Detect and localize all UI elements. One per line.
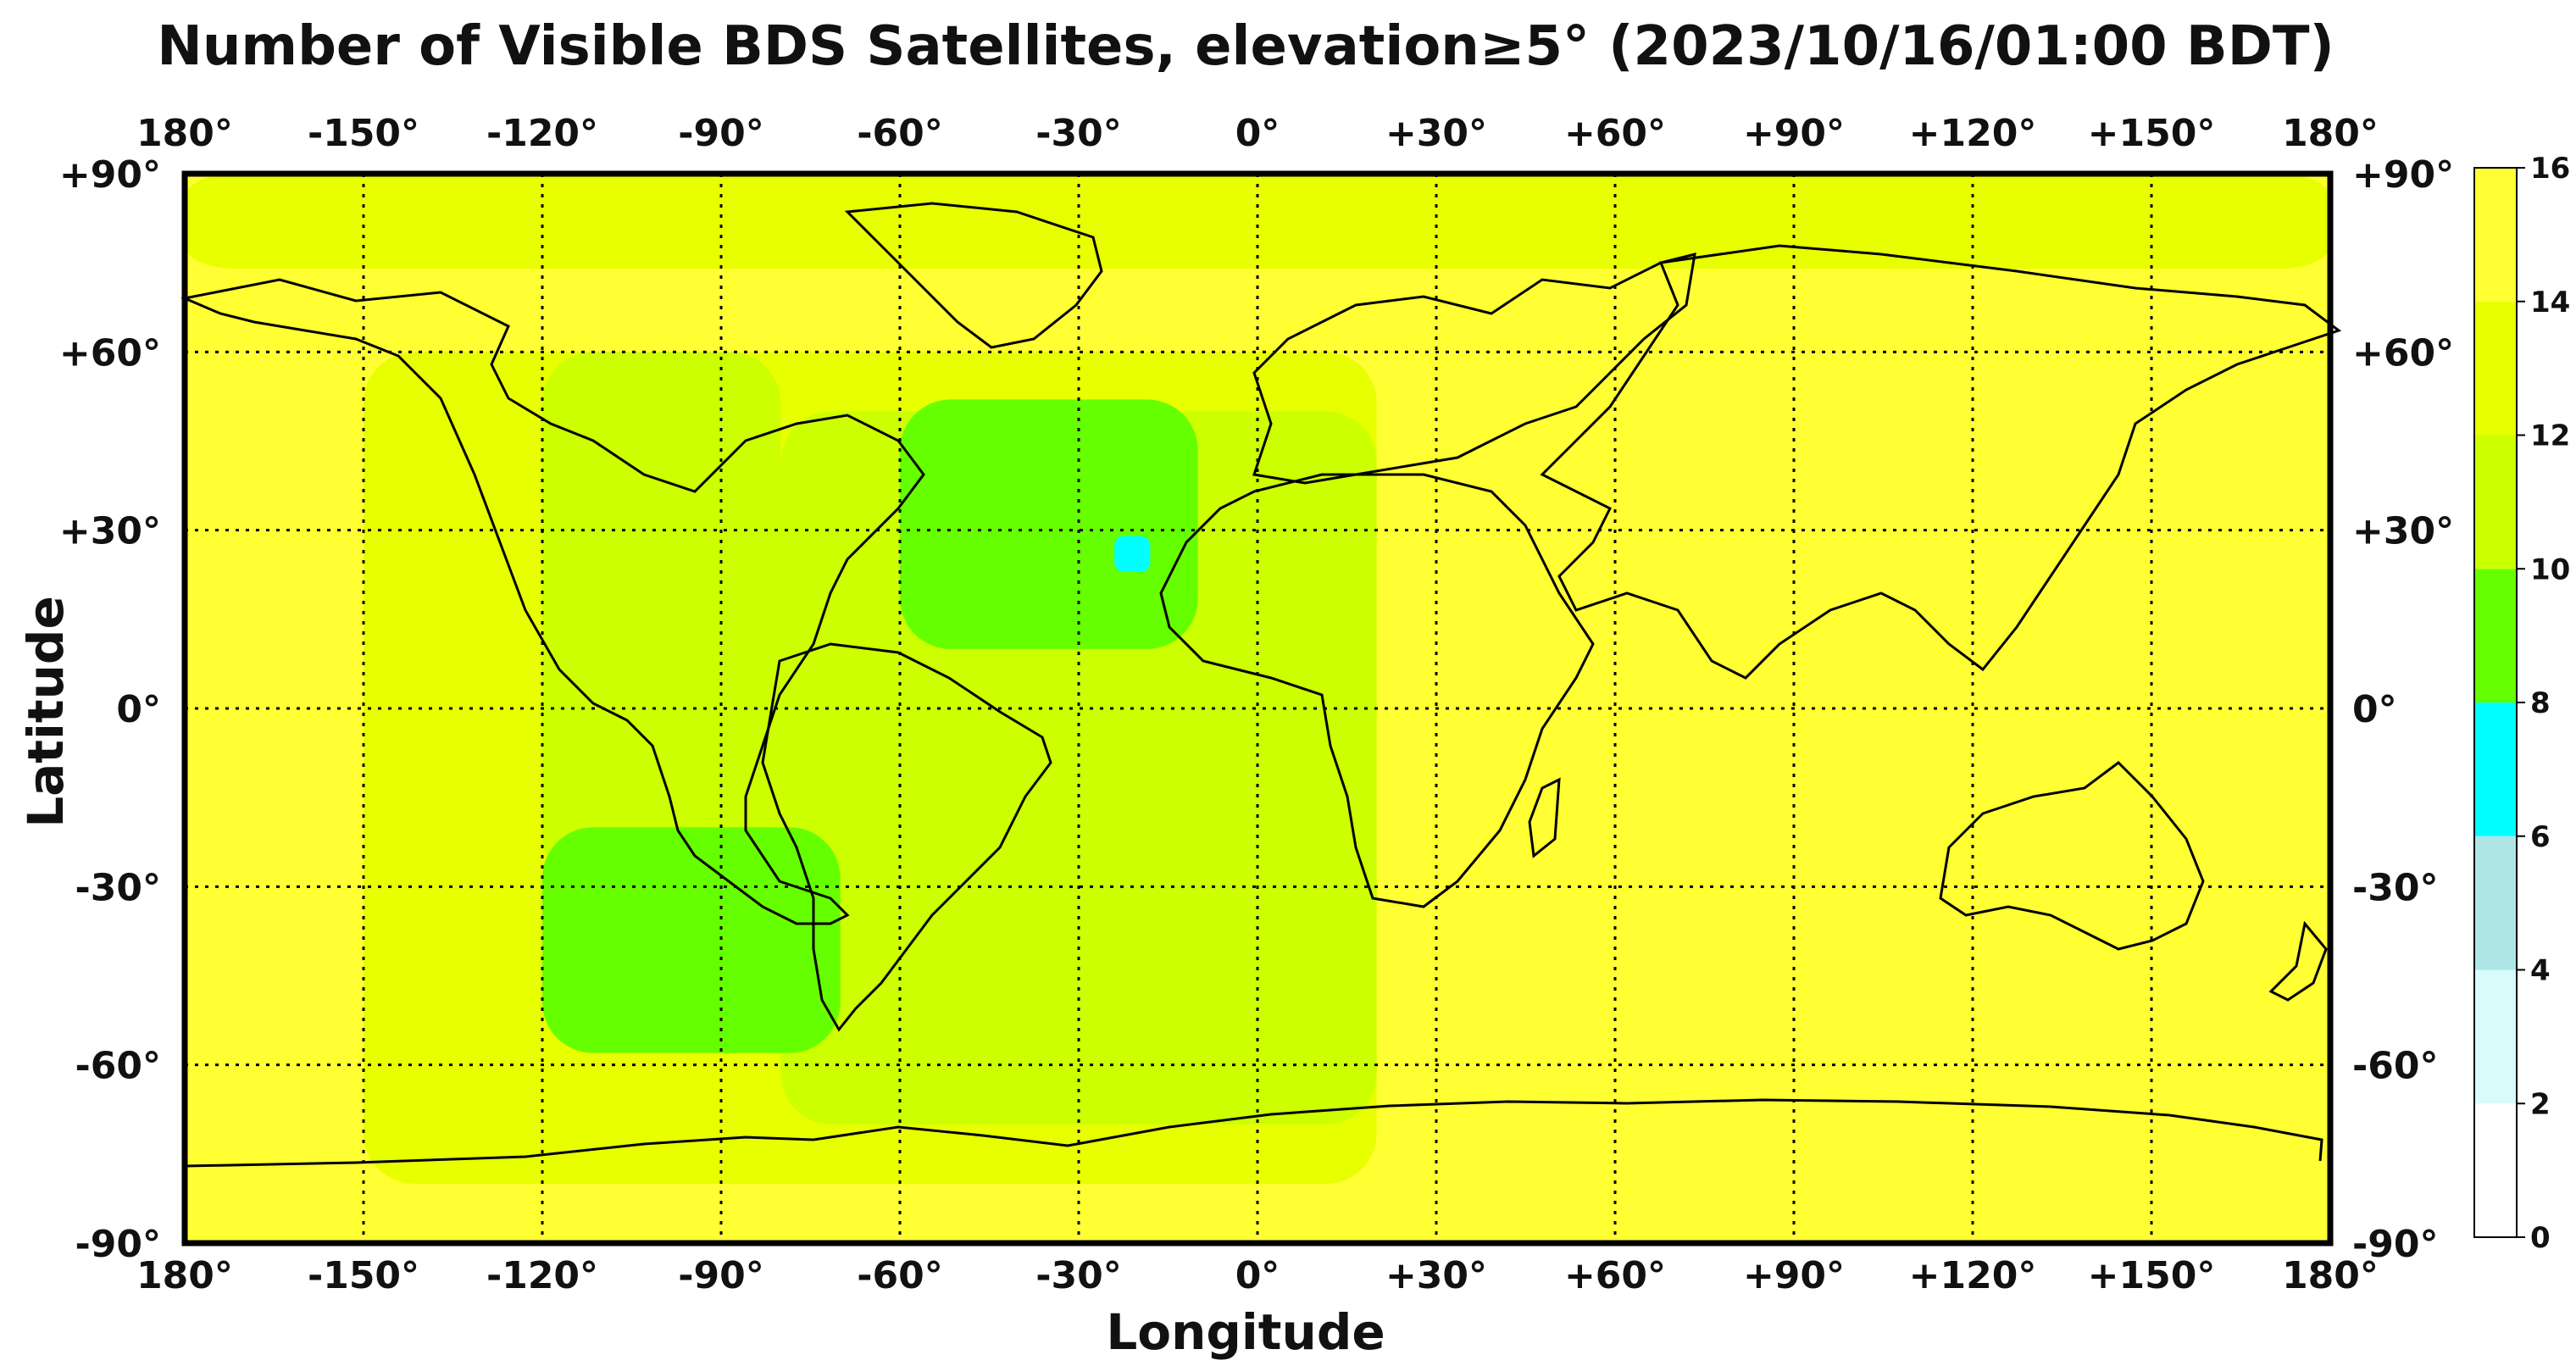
lon-tick-label-top: +60° bbox=[1564, 112, 1666, 155]
lat-tick-label-right: -90° bbox=[2352, 1223, 2439, 1266]
colorbar-segment bbox=[2474, 168, 2517, 302]
lon-tick-label-bottom: 0° bbox=[1235, 1254, 1280, 1297]
coastline-asia bbox=[1540, 244, 2342, 680]
heatmap-region-6 bbox=[1114, 536, 1151, 572]
colorbar-segment bbox=[2474, 836, 2517, 970]
lon-tick-label-bottom: +30° bbox=[1385, 1254, 1487, 1297]
lon-tick-label-bottom: +150° bbox=[2088, 1254, 2216, 1297]
heatmap-region-0 bbox=[185, 174, 2330, 269]
coastline-new-zealand bbox=[2268, 920, 2328, 1002]
coastline-madagascar bbox=[1528, 777, 1561, 858]
coastline-greenland bbox=[844, 202, 1103, 349]
lat-tick-label-left: -90° bbox=[75, 1223, 162, 1266]
colorbar-tick-label: 14 bbox=[2530, 286, 2570, 319]
coastline-australia bbox=[1939, 761, 2205, 951]
colorbar-tick-label: 16 bbox=[2530, 152, 2570, 186]
lon-tick-label-bottom: +120° bbox=[1909, 1254, 2037, 1297]
lon-tick-label-top: 180° bbox=[2282, 112, 2379, 155]
colorbar-tick-label: 2 bbox=[2530, 1087, 2551, 1121]
colorbar-segment bbox=[2474, 1103, 2517, 1237]
heatmap-region-5 bbox=[542, 827, 841, 1053]
lat-tick-label-right: -60° bbox=[2352, 1045, 2439, 1088]
lon-tick-label-bottom: -90° bbox=[678, 1254, 764, 1297]
colorbar-tick-label: 8 bbox=[2530, 686, 2551, 720]
lon-tick-label-bottom: -150° bbox=[308, 1254, 419, 1297]
lat-tick-label-right: 0° bbox=[2352, 688, 2397, 731]
colorbar-segment bbox=[2474, 569, 2517, 702]
lon-tick-label-bottom: 180° bbox=[136, 1254, 233, 1297]
heatmap-region-4 bbox=[900, 399, 1198, 649]
lon-tick-label-top: +90° bbox=[1743, 112, 1845, 155]
colorbar-segment bbox=[2474, 702, 2517, 836]
lon-tick-label-top: -90° bbox=[678, 112, 764, 155]
lat-tick-label-right: -30° bbox=[2352, 866, 2439, 909]
lon-tick-label-top: -30° bbox=[1035, 112, 1122, 155]
lon-tick-label-bottom: -60° bbox=[857, 1254, 943, 1297]
colorbar: 0 2 4 6 8 10 12 14 16 bbox=[2473, 152, 2570, 1255]
lat-tick-label-right: +90° bbox=[2352, 153, 2454, 197]
lon-tick-label-top: -120° bbox=[486, 112, 598, 155]
lat-tick-label-left: -30° bbox=[75, 866, 162, 909]
lon-tick-label-bottom: +60° bbox=[1564, 1254, 1666, 1297]
coastline-africa bbox=[1159, 473, 1595, 908]
colorbar-segment bbox=[2474, 435, 2517, 569]
colorbar-segment bbox=[2474, 301, 2517, 436]
colorbar-tick-label: 4 bbox=[2530, 954, 2551, 988]
lon-tick-label-top: -150° bbox=[308, 112, 419, 155]
lat-tick-label-left: +30° bbox=[59, 510, 161, 553]
coastline-antarctica bbox=[186, 1098, 2323, 1168]
lon-tick-label-bottom: +90° bbox=[1743, 1254, 1845, 1297]
x-axis-label: Longitude bbox=[1106, 1303, 1385, 1361]
lon-tick-label-bottom: 180° bbox=[2282, 1254, 2379, 1297]
colorbar-tick-label: 0 bbox=[2530, 1221, 2551, 1255]
plot-frame bbox=[181, 170, 2334, 1247]
lat-tick-label-left: +90° bbox=[59, 153, 161, 197]
colorbar-segment bbox=[2474, 969, 2517, 1104]
coastline-europe bbox=[1252, 252, 1696, 485]
lat-tick-label-right: +60° bbox=[2352, 331, 2454, 375]
lon-tick-label-top: +150° bbox=[2088, 112, 2216, 155]
colorbar-tick-label: 6 bbox=[2530, 820, 2551, 854]
lon-tick-label-top: 0° bbox=[1235, 112, 1280, 155]
coastline-north-america bbox=[180, 278, 925, 925]
lon-tick-label-top: 180° bbox=[136, 112, 233, 155]
lat-tick-label-left: 0° bbox=[116, 688, 161, 731]
lon-tick-label-bottom: -30° bbox=[1035, 1254, 1122, 1297]
lat-tick-label-left: +60° bbox=[59, 331, 161, 375]
lat-tick-label-left: -60° bbox=[75, 1045, 162, 1088]
lon-tick-label-top: +30° bbox=[1385, 112, 1487, 155]
lon-tick-label-top: +120° bbox=[1909, 112, 2037, 155]
chart-title: Number of Visible BDS Satellites, elevat… bbox=[157, 15, 2334, 78]
colorbar-tick-label: 12 bbox=[2530, 419, 2570, 453]
colorbar-tick-label: 10 bbox=[2530, 553, 2570, 586]
axis-ticks: 180° 180° -150° -150° -120° -120° -90° -90° -60°… bbox=[59, 112, 2454, 1297]
coastlines bbox=[180, 202, 2342, 1168]
lon-tick-label-bottom: -120° bbox=[486, 1254, 598, 1297]
coastline-south-america bbox=[761, 642, 1052, 1032]
plot-area bbox=[185, 174, 2330, 1243]
lon-tick-label-top: -60° bbox=[857, 112, 943, 155]
graticule bbox=[185, 174, 2330, 1243]
heatmap-region-2 bbox=[542, 352, 781, 887]
lat-tick-label-right: +30° bbox=[2352, 510, 2454, 553]
